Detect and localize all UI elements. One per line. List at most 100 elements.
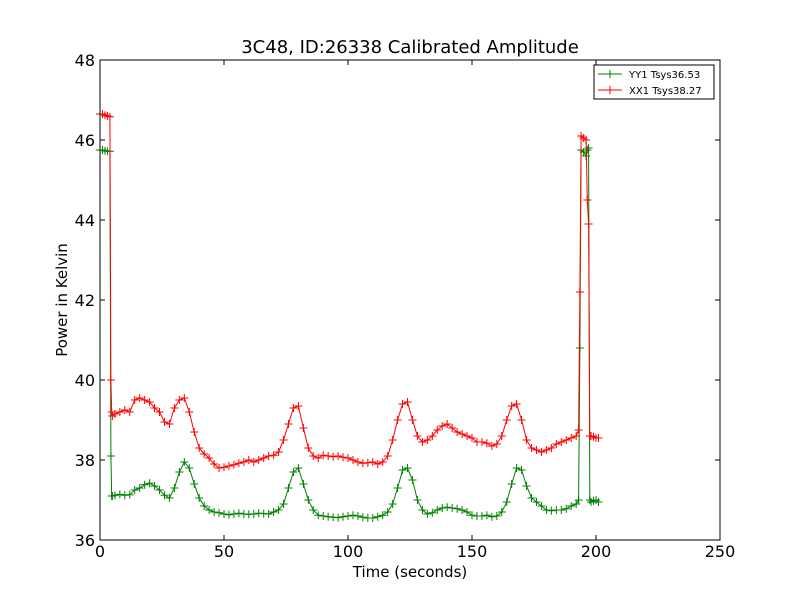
y-tick-label: 36 <box>75 531 95 550</box>
data-point <box>170 404 179 412</box>
data-point <box>150 482 159 490</box>
data-point <box>150 404 159 412</box>
data-point <box>309 452 318 460</box>
x-tick-label: 50 <box>214 542 234 561</box>
data-point <box>463 508 472 516</box>
data-point <box>428 508 437 517</box>
data-point <box>160 418 169 426</box>
data-point <box>274 506 283 514</box>
data-point <box>502 416 511 424</box>
y-tick-label: 44 <box>75 211 95 230</box>
x-tick-label: 200 <box>581 542 612 561</box>
data-point <box>537 502 546 510</box>
data-point <box>502 498 511 506</box>
data-point <box>582 136 591 144</box>
data-point <box>383 452 392 460</box>
data-point <box>527 494 536 502</box>
data-point <box>259 454 268 462</box>
data-point <box>388 500 397 508</box>
data-point <box>487 512 496 521</box>
data-point <box>304 444 313 452</box>
data-point <box>574 426 583 434</box>
data-point <box>492 440 501 448</box>
data-point <box>294 464 303 472</box>
data-point <box>279 436 288 444</box>
data-point <box>106 452 115 460</box>
data-point <box>324 452 333 460</box>
data-point <box>547 444 556 452</box>
data-point <box>572 432 581 440</box>
x-axis: 0 50 100 150 200 250 <box>95 60 735 561</box>
x-axis-label: Time (seconds) <box>352 563 468 581</box>
data-point <box>438 422 447 430</box>
data-point <box>378 458 387 466</box>
data-point <box>289 468 298 476</box>
data-point <box>249 510 258 518</box>
legend-marker <box>606 86 614 94</box>
legend-box <box>593 64 715 100</box>
data-point <box>348 456 357 464</box>
y-axis-label: Power in Kelvin <box>53 243 71 357</box>
data-point <box>334 452 343 460</box>
data-point <box>120 406 129 414</box>
data-point <box>398 466 407 474</box>
data-point <box>115 408 124 416</box>
data-point <box>532 446 541 454</box>
data-point <box>344 454 352 462</box>
data-point <box>584 220 593 228</box>
data-point <box>160 491 169 500</box>
data-point <box>234 509 243 518</box>
data-point <box>398 400 407 408</box>
data-point <box>373 512 382 521</box>
data-point <box>269 451 278 460</box>
data-point <box>249 458 258 466</box>
data-point <box>205 454 214 462</box>
data-point <box>477 512 486 520</box>
data-point <box>110 410 119 418</box>
x-tick-label: 100 <box>333 542 364 561</box>
data-point <box>254 456 263 464</box>
data-point <box>175 468 184 476</box>
data-point <box>594 434 603 442</box>
y-tick-label: 48 <box>75 51 95 70</box>
data-point <box>517 466 526 474</box>
data-point <box>433 506 442 514</box>
data-point <box>388 436 397 444</box>
legend-label: YY1 Tsys36.53 <box>628 70 700 81</box>
data-point <box>562 436 571 444</box>
data-point <box>497 508 506 516</box>
data-point <box>448 424 457 432</box>
data-point <box>547 506 556 515</box>
data-point <box>145 479 154 488</box>
data-point <box>185 464 194 472</box>
data-point <box>453 504 462 513</box>
data-point <box>353 458 362 466</box>
legend-label: XX1 Tsys38.27 <box>629 86 702 97</box>
data-point <box>170 484 179 492</box>
data-point <box>185 408 194 416</box>
data-point <box>557 506 566 514</box>
data-point <box>443 420 452 428</box>
data-point <box>458 506 467 514</box>
data-point <box>125 490 134 499</box>
data-point <box>458 430 467 438</box>
data-point <box>165 494 174 502</box>
data-point <box>155 408 164 416</box>
data-point <box>487 442 496 450</box>
data-point <box>165 420 174 428</box>
data-point <box>195 494 204 502</box>
data-point <box>220 463 228 472</box>
data-point <box>463 432 472 440</box>
y-tick-label: 40 <box>75 371 95 390</box>
data-point <box>224 462 233 470</box>
data-point <box>140 396 149 404</box>
data-point <box>309 506 318 514</box>
data-point <box>200 450 209 458</box>
data-point <box>110 491 119 500</box>
data-point <box>279 500 288 508</box>
data-point <box>314 454 323 462</box>
data-point <box>443 503 452 512</box>
data-point <box>492 512 501 520</box>
data-point <box>314 511 323 520</box>
